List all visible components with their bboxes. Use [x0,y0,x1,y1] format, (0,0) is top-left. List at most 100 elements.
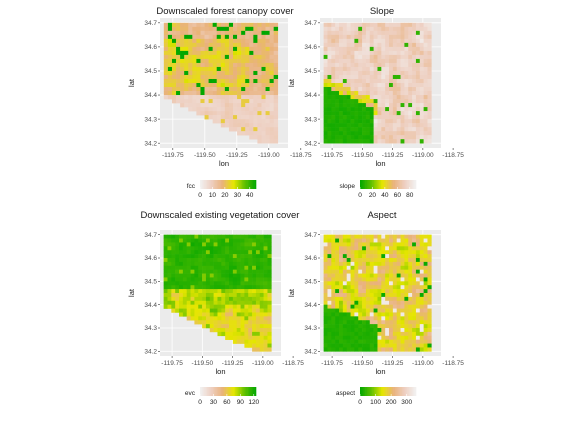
raster-cell [212,42,218,48]
raster-cell [392,139,398,144]
raster-cell [248,312,253,317]
raster-cell [354,26,359,32]
raster-cell [202,316,207,321]
raster-cell [265,127,270,132]
raster-cell [213,261,218,267]
legend-color-step [403,180,406,189]
raster-cell [269,22,274,28]
raster-cell [362,74,367,80]
raster-cell [377,250,382,255]
legend-tick-label: 120 [248,399,259,406]
raster-cell [392,58,398,64]
raster-cell [373,87,378,92]
legend-color-step [232,180,234,189]
raster-cell [392,74,398,80]
raster-cell [369,38,374,44]
raster-cell [335,300,340,305]
raster-cell [221,296,226,302]
raster-cell [273,54,279,60]
raster-cell [171,242,176,247]
raster-cell [427,339,432,344]
raster-cell [427,54,432,60]
legend-color-step [211,387,213,396]
raster-cell [205,234,211,239]
legend-color-step [385,180,387,189]
raster-cell [252,242,257,247]
raster-cell [392,304,398,309]
raster-cell [253,123,258,128]
raster-cell [335,62,340,68]
raster-cell [404,91,409,96]
raster-cell [237,66,242,72]
raster-cell [385,324,390,329]
raster-cell [200,83,205,88]
raster-cell [419,250,424,255]
raster-cell [233,83,238,88]
raster-cell [392,300,398,305]
raster-cell [208,38,213,44]
raster-cell [186,261,191,267]
raster-cell [163,54,169,60]
raster-cell [408,135,413,140]
raster-cell [209,277,214,282]
raster-cell [381,316,386,321]
legend-color-step [379,180,382,189]
raster-cell [202,281,207,286]
raster-cell [400,70,405,76]
raster-cell [232,335,238,340]
raster-cell [373,289,378,294]
raster-cell [167,22,173,28]
raster-cell [331,238,336,243]
raster-cell [358,347,363,352]
raster-cell [323,74,328,80]
raster-cell [216,38,222,44]
raster-cell [327,304,332,309]
raster-cell [216,26,222,32]
raster-cell [404,115,409,120]
raster-cell [381,320,386,325]
raster-cell [392,34,398,40]
raster-cell [327,54,332,60]
raster-cell [267,250,272,255]
raster-cell [229,258,234,263]
legend-color-step [207,180,209,189]
raster-cell [323,22,328,28]
legend-color-step [246,387,248,396]
raster-cell [233,58,238,64]
legend-color-step [214,387,216,396]
raster-cell [331,119,336,124]
raster-cell [257,26,262,32]
raster-cell [220,50,226,56]
raster-cell [163,293,168,298]
raster-cell [180,42,185,48]
raster-cell [415,300,421,305]
raster-cell [373,54,378,60]
raster-cell [267,320,272,325]
x-tick-label: -119.00 [252,360,274,367]
raster-cell [225,269,230,274]
raster-cell [331,99,336,104]
raster-cell [216,83,222,88]
raster-cell [273,91,279,96]
raster-cell [423,234,428,239]
raster-cell [389,316,394,321]
raster-cell [396,30,401,36]
raster-cell [237,54,242,60]
raster-cell [323,87,328,92]
raster-cell [241,78,246,84]
raster-cell [240,335,245,340]
raster-cell [265,115,270,120]
raster-cell [362,95,367,100]
raster-cell [236,246,241,251]
raster-cell [373,316,378,321]
raster-cell [190,289,195,294]
legend-color-step [212,387,215,396]
raster-cell [346,103,351,108]
raster-cell [167,46,173,52]
raster-cell [184,103,189,108]
raster-cell [408,46,413,52]
raster-cell [175,285,180,290]
raster-cell [385,34,390,40]
raster-cell [167,50,173,56]
raster-cell [217,234,222,239]
